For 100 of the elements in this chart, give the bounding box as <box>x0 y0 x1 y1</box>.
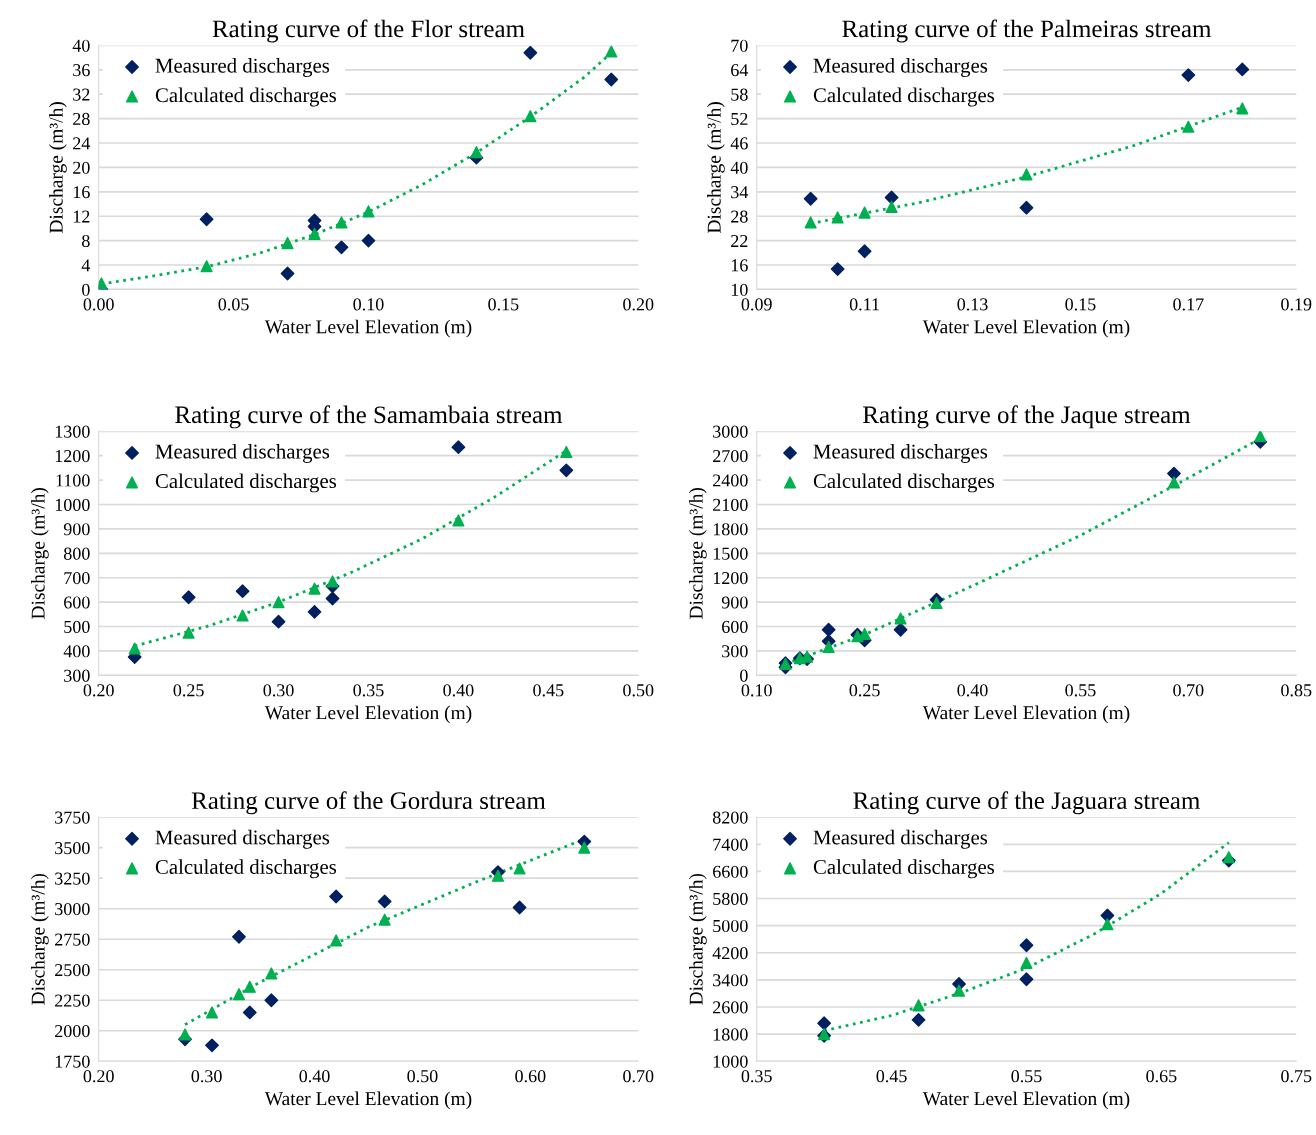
y-tick-label: 3750 <box>55 811 90 824</box>
chart-title: Rating curve of the Palmeiras stream <box>842 19 1212 43</box>
y-tick-label: 400 <box>63 645 90 658</box>
y-tick-label: 34 <box>731 186 749 199</box>
x-tick-label: 0.11 <box>849 298 879 311</box>
y-tick-label: 0 <box>82 283 90 296</box>
y-tick-label: 2400 <box>713 474 748 487</box>
y-tick-label: 28 <box>73 112 90 126</box>
x-tick-label: 0.05 <box>218 298 249 311</box>
y-tick-label: 1800 <box>713 523 748 536</box>
x-axis-title: Water Level Elevation (m) <box>264 319 472 338</box>
y-axis-title: Discharge (m³/h) <box>689 873 707 1005</box>
y-tick-label: 1000 <box>713 1055 748 1068</box>
y-tick-label: 22 <box>731 234 748 247</box>
y-tick-label: 28 <box>731 210 748 223</box>
y-tick-label: 800 <box>63 547 90 560</box>
y-tick-label: 900 <box>721 596 748 609</box>
legend-label: Calculated discharges <box>155 473 337 493</box>
y-tick-label: 70 <box>731 39 748 52</box>
y-tick-label: 5000 <box>713 919 748 933</box>
legend-label: Calculated discharges <box>155 87 337 107</box>
y-tick-label: 40 <box>730 161 748 174</box>
x-tick-label: 0.13 <box>957 298 988 311</box>
x-tick-label: 0.40 <box>443 684 474 697</box>
x-tick-label: 0.30 <box>263 684 294 697</box>
y-tick-label: 1100 <box>56 474 90 487</box>
x-tick-label: 0.17 <box>1173 298 1204 311</box>
y-tick-label: 5800 <box>713 892 748 905</box>
y-tick-label: 2000 <box>55 1024 90 1038</box>
y-tick-label: 40 <box>72 39 90 52</box>
x-tick-label: 0.45 <box>533 684 564 697</box>
x-tick-label: 0.10 <box>741 684 772 697</box>
y-tick-label: 300 <box>64 669 90 682</box>
y-tick-label: 32 <box>73 88 90 101</box>
y-tick-label: 46 <box>730 137 748 150</box>
y-tick-label: 3400 <box>713 974 748 987</box>
x-tick-label: 0.35 <box>741 1070 772 1083</box>
x-tick-label: 0.10 <box>353 298 384 311</box>
x-tick-label: 0.50 <box>623 684 654 697</box>
legend-label: Calculated discharges <box>813 473 995 493</box>
y-tick-label: 64 <box>731 64 749 77</box>
y-tick-label: 1750 <box>55 1055 90 1068</box>
y-tick-label: 1500 <box>713 547 748 560</box>
y-axis-title: Discharge (m³/h) <box>707 102 725 234</box>
x-tick-label: 0.25 <box>849 684 880 697</box>
chart-title: Rating curve of the Gordura stream <box>191 791 546 815</box>
legend-label: Measured discharges <box>813 443 988 463</box>
y-tick-label: 16 <box>73 186 90 199</box>
x-tick-label: 0.55 <box>1011 1070 1042 1083</box>
y-tick-label: 300 <box>722 645 748 658</box>
y-tick-label: 6600 <box>713 865 748 878</box>
y-tick-label: 2250 <box>55 994 90 1007</box>
x-tick-label: 0.65 <box>1146 1070 1177 1083</box>
legend-label: Measured discharges <box>155 58 330 77</box>
y-tick-label: 2500 <box>55 963 90 977</box>
y-tick-label: 2700 <box>713 449 748 463</box>
x-tick-label: 0.09 <box>741 298 772 311</box>
y-axis-title: Discharge (m³/h) <box>31 873 49 1005</box>
y-tick-label: 16 <box>731 259 748 272</box>
x-tick-label: 0.25 <box>173 684 204 697</box>
y-axis-title: Discharge (m³/h) <box>689 487 707 619</box>
y-tick-label: 2750 <box>55 933 90 946</box>
chart-title: Rating curve of the Jaguara stream <box>853 791 1200 815</box>
y-tick-label: 10 <box>731 283 748 296</box>
y-tick-label: 1200 <box>55 449 90 463</box>
x-tick-label: 0.55 <box>1065 684 1096 697</box>
y-tick-label: 2100 <box>713 498 748 511</box>
x-tick-label: 0.60 <box>515 1070 546 1083</box>
y-tick-label: 900 <box>63 523 90 536</box>
y-tick-label: 0 <box>740 669 748 682</box>
chart-title: Rating curve of the Samambaia stream <box>175 405 563 429</box>
legend-label: Measured discharges <box>813 58 988 77</box>
x-tick-label: 0.20 <box>83 684 114 697</box>
y-tick-label: 3000 <box>55 902 90 916</box>
y-tick-label: 1000 <box>55 498 90 511</box>
legend-label: Calculated discharges <box>155 859 337 879</box>
y-tick-label: 3500 <box>55 841 90 855</box>
legend-label: Measured discharges <box>155 829 330 849</box>
y-tick-label: 8200 <box>712 811 748 824</box>
y-tick-label: 600 <box>722 620 748 633</box>
x-tick-label: 0.45 <box>876 1070 907 1083</box>
y-tick-label: 24 <box>73 137 91 150</box>
y-tick-label: 1200 <box>713 571 748 585</box>
x-tick-label: 0.15 <box>488 298 519 311</box>
y-tick-label: 3250 <box>55 872 90 885</box>
y-tick-label: 12 <box>73 210 90 223</box>
y-tick-label: 700 <box>64 571 90 585</box>
x-axis-title: Water Level Elevation (m) <box>264 1091 472 1110</box>
chart-title: Rating curve of the Flor stream <box>212 19 525 43</box>
y-tick-label: 36 <box>73 64 90 77</box>
y-tick-label: 58 <box>731 88 748 101</box>
x-tick-label: 0.20 <box>83 1070 114 1083</box>
x-tick-label: 0.75 <box>1281 1070 1312 1083</box>
x-tick-label: 0.00 <box>83 298 114 311</box>
x-tick-label: 0.30 <box>191 1070 222 1083</box>
y-tick-label: 8 <box>82 234 90 248</box>
x-axis-title: Water Level Elevation (m) <box>264 705 472 724</box>
y-tick-label: 500 <box>64 620 90 633</box>
y-tick-label: 1800 <box>713 1028 748 1041</box>
x-tick-label: 0.40 <box>957 684 988 697</box>
